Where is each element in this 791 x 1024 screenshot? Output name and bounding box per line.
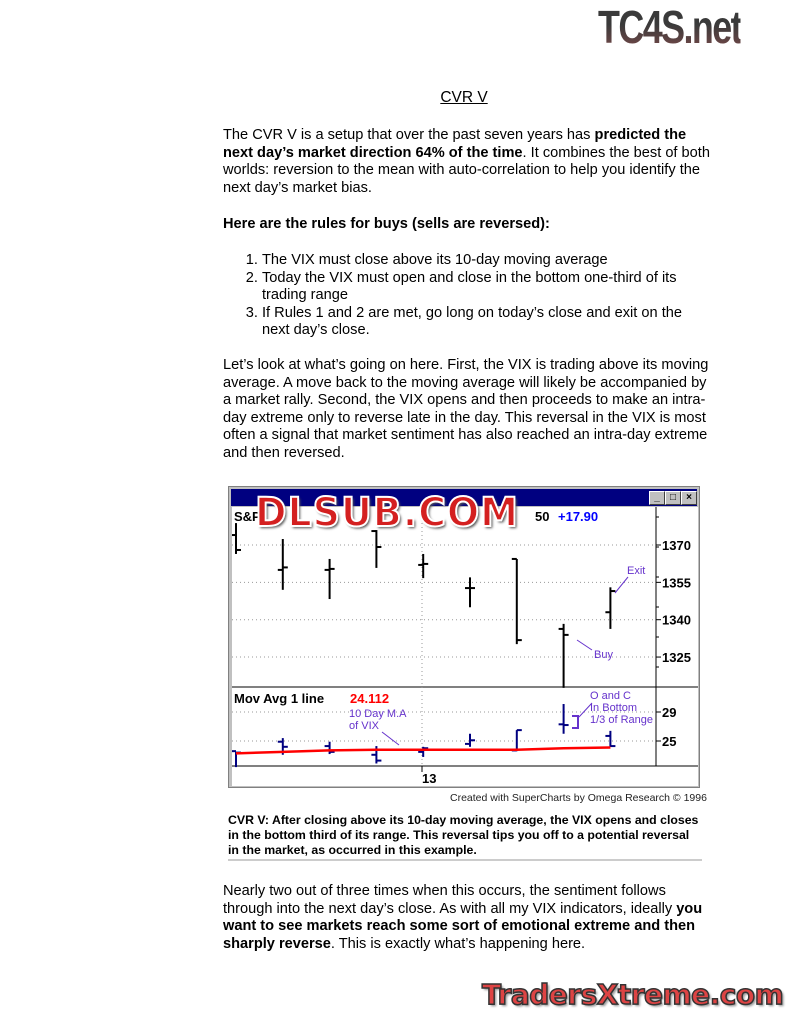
closing-end: . This is exactly what’s happening here. <box>330 935 586 952</box>
caption-divider <box>228 859 702 861</box>
price-last: 50 <box>535 509 549 524</box>
maximize-button[interactable]: □ <box>665 491 681 505</box>
ma-annotation: of VIX <box>349 720 380 732</box>
price-tick-label: 1355 <box>662 575 691 590</box>
intro-bold: predicted the next day’s market directio… <box>223 127 687 161</box>
chart-credit: Created with SuperCharts by Omega Resear… <box>450 792 707 804</box>
minimize-button[interactable]: _ <box>649 491 665 505</box>
x-tick-label: 13 <box>422 771 436 786</box>
dlsub-watermark: DLSUB.COM <box>254 489 519 537</box>
intro-text: The CVR V is a setup that over the past … <box>223 127 595 143</box>
moving-average-line <box>235 746 611 755</box>
price-tick-label: 1340 <box>662 613 691 628</box>
closing-text: Nearly two out of three times when this … <box>223 883 677 917</box>
price-tick-label: 1325 <box>662 650 691 665</box>
price-tick-label: 1370 <box>662 538 691 553</box>
page-title: CVR V <box>440 89 488 106</box>
price-change: +17.90 <box>558 509 598 524</box>
exit-pointer <box>614 576 629 594</box>
oc-annotation: In Bottom <box>590 702 637 714</box>
vix-tick-label: 29 <box>662 705 676 720</box>
closing-bold: you want to see markets reach some sort … <box>223 900 703 952</box>
oc-pointer <box>578 702 593 718</box>
closing-paragraph: Nearly two out of three times when this … <box>223 883 711 953</box>
chart-titlebar: _ □ × <box>231 489 697 506</box>
chart-caption: CVR V: After closing above its 10-day mo… <box>228 813 699 857</box>
close-button[interactable]: × <box>681 491 697 505</box>
oc-annotation: 1/3 of Range <box>590 714 653 726</box>
tradersxtreme-logo: TradersXtreme.com <box>481 977 784 1012</box>
chart-plot-area: 1370 1355 1340 1325 29 25 13 S&P 50 +17.90 Mov Avg… <box>232 507 698 786</box>
chart-window: _ □ × 1370 1355 1340 1325 29 25 13 S&P 50 +17.90 M… <box>228 486 700 788</box>
rule-item: If Rules 1 and 2 are met, go long on tod… <box>262 305 711 340</box>
ma-pointer <box>381 731 400 746</box>
oc-bracket <box>572 715 579 729</box>
ma-annotation: 10 Day M.A <box>349 708 407 720</box>
rule-item: Today the VIX must open and close in the… <box>262 270 711 305</box>
vix-legend-label: Mov Avg 1 line <box>234 691 324 706</box>
rule-item: The VIX must close above its 10-day movi… <box>262 252 711 270</box>
price-legend-label: S&P <box>234 509 261 524</box>
vix-ma-value: 24.112 <box>350 691 389 706</box>
vix-tick-label: 25 <box>662 734 676 749</box>
oc-annotation: O and C <box>590 690 631 702</box>
rules-list: The VIX must close above its 10-day movi… <box>223 252 711 340</box>
analysis-paragraph: Let’s look at what’s going on here. Firs… <box>223 357 709 461</box>
exit-annotation: Exit <box>627 565 645 577</box>
buy-pointer <box>576 639 593 651</box>
tc4s-logo: TC4S.net <box>598 1 743 53</box>
ohlc-chart: 1370 1355 1340 1325 29 25 13 S&P 50 +17.90 Mov Avg… <box>232 507 698 786</box>
rules-heading: Here are the rules for buys (sells are r… <box>223 216 550 232</box>
buy-annotation: Buy <box>594 649 613 661</box>
intro-end: . It combines the best of both worlds: r… <box>223 144 710 196</box>
intro-paragraph: The CVR V is a setup that over the past … <box>223 127 711 197</box>
